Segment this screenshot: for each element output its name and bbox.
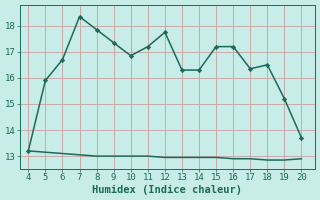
X-axis label: Humidex (Indice chaleur): Humidex (Indice chaleur) <box>92 185 243 195</box>
